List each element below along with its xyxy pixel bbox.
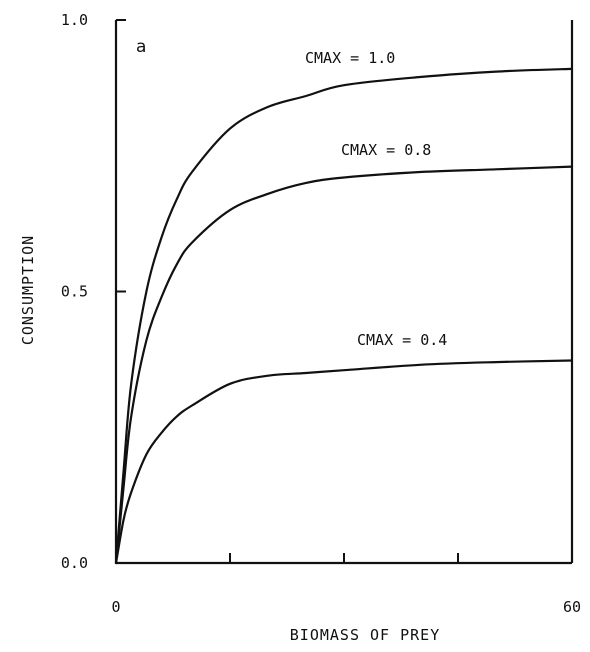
series-label-1: CMAX = 1.0 [305,49,395,67]
series-label-2: CMAX = 0.8 [341,141,431,159]
y-tick-label: 0.0 [61,554,88,572]
y-tick-label: 1.0 [61,11,88,29]
plot-area [114,20,574,565]
y-axis-title: CONSUMPTION [19,235,37,345]
series-line-3 [114,359,574,565]
x-tick-label: 60 [563,598,581,616]
series-label-3: CMAX = 0.4 [357,331,447,349]
curves: CMAX = 1.0 CMAX = 0.8 CMAX = 0.4 [114,49,574,565]
x-axis-title: BIOMASS OF PREY [290,626,440,644]
series-line-1 [114,67,574,565]
y-tick-label: 0.5 [61,283,88,301]
x-tick-label: 0 [111,598,120,616]
series-line-2 [114,165,574,565]
y-ticks: 0.0 0.5 1.0 [61,11,126,572]
panel-label: a [136,37,146,57]
x-ticks: 0 60 [111,553,581,616]
